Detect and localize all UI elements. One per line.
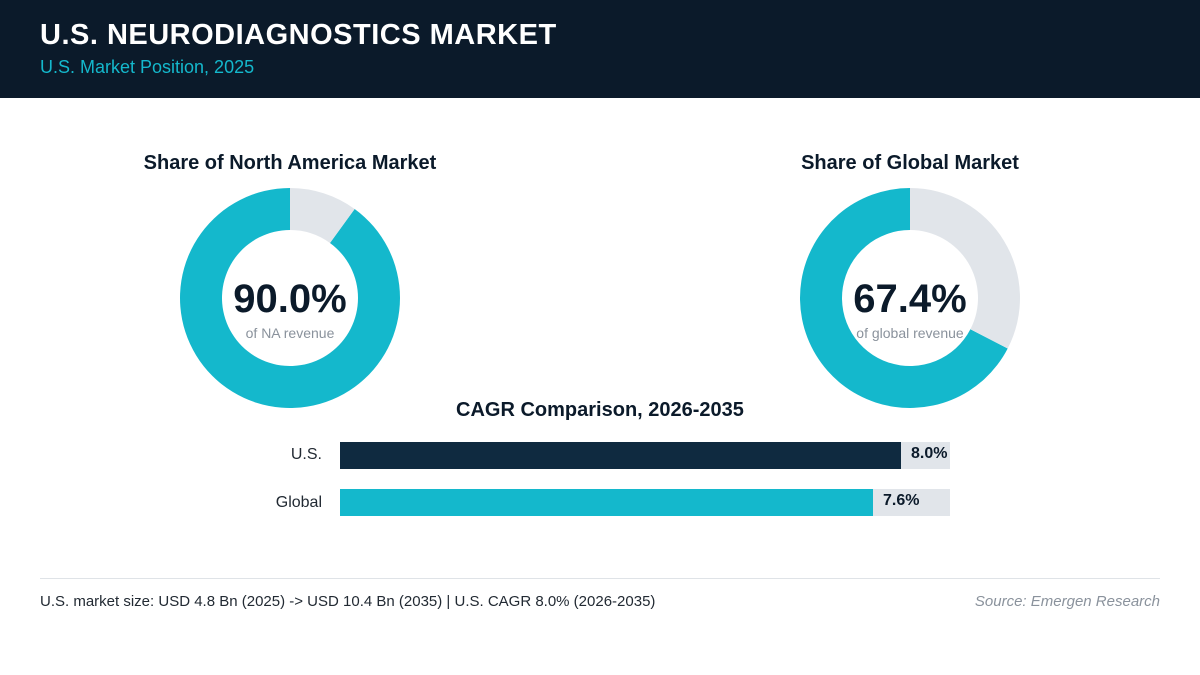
donut-slice-us bbox=[180, 188, 400, 408]
page-title: U.S. NEURODIAGNOSTICS MARKET bbox=[40, 19, 557, 51]
footer-divider bbox=[40, 578, 1160, 579]
global-share-caption: of global revenue bbox=[856, 325, 964, 341]
donut-slice-rest bbox=[290, 188, 355, 243]
bar-us bbox=[340, 442, 901, 469]
global-share-value: 67.4% bbox=[853, 277, 967, 321]
na-share-donut bbox=[180, 188, 400, 408]
na-share-value: 90.0% bbox=[233, 277, 347, 321]
bar-track-us: 8.0% bbox=[340, 442, 950, 469]
bar-value-us: 8.0% bbox=[911, 445, 948, 462]
global-share-title: Share of Global Market bbox=[801, 152, 1019, 174]
cagr-chart-title: CAGR Comparison, 2026-2035 bbox=[456, 399, 744, 421]
bar-global bbox=[340, 489, 873, 516]
header-banner: U.S. NEURODIAGNOSTICS MARKET U.S. Market… bbox=[0, 0, 1200, 98]
bar-label-us: U.S. bbox=[290, 446, 322, 463]
source-credit: Source: Emergen Research bbox=[974, 593, 1160, 610]
page-subtitle: U.S. Market Position, 2025 bbox=[40, 57, 255, 77]
footnote: U.S. market size: USD 4.8 Bn (2025) -> U… bbox=[40, 593, 656, 610]
bar-track-global: 7.6% bbox=[340, 489, 950, 516]
bar-value-global: 7.6% bbox=[883, 492, 920, 509]
na-share-caption: of NA revenue bbox=[245, 325, 335, 341]
na-share-title: Share of North America Market bbox=[143, 152, 437, 174]
donut-slice-us bbox=[800, 188, 1008, 408]
bar-label-global: Global bbox=[275, 494, 322, 511]
donut-slice-rest bbox=[910, 188, 1020, 349]
global-share-donut bbox=[800, 188, 1020, 408]
